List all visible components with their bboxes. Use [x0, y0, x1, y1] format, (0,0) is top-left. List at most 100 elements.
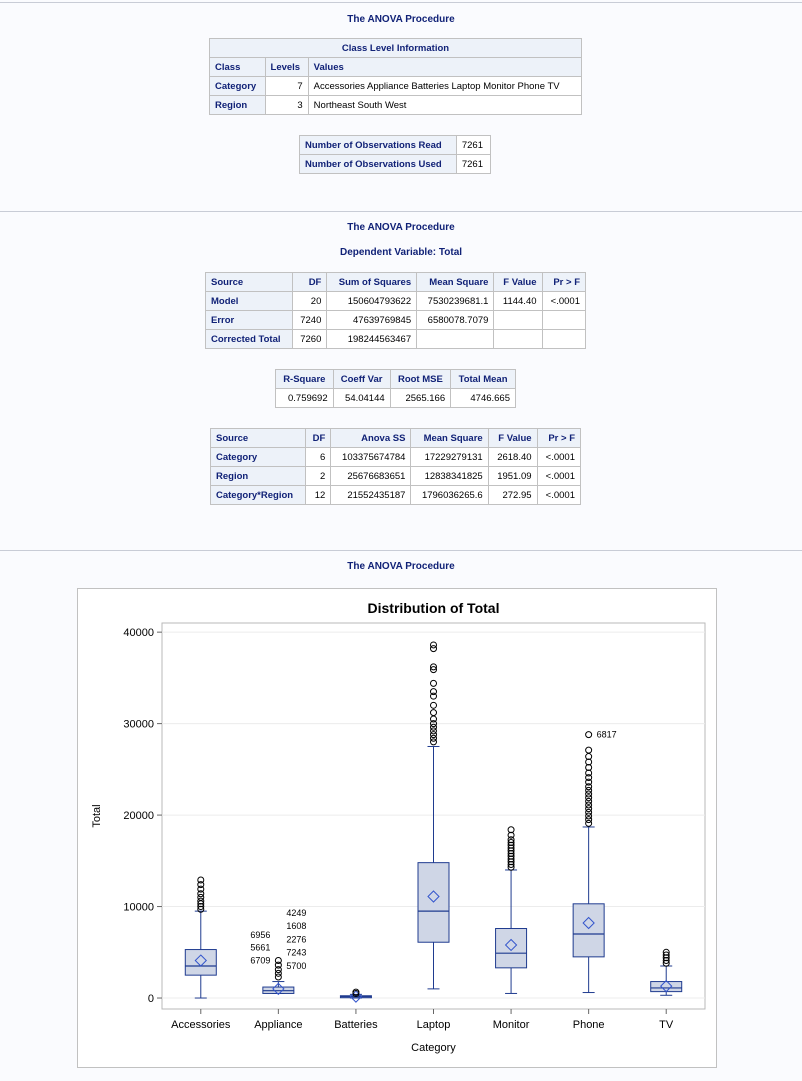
column-header: Source [210, 428, 306, 448]
table-cell: 2618.40 [487, 447, 538, 467]
outlier-point [430, 709, 437, 717]
outlier-point [430, 731, 437, 739]
row-header: Error [205, 310, 293, 330]
outlier-point [662, 948, 670, 956]
outlier-point [197, 905, 205, 913]
outlier-point [585, 790, 593, 798]
outlier-point [430, 701, 437, 709]
table-cell: 1796036265.6 [410, 485, 489, 505]
row-header: Region [209, 95, 266, 115]
table-cell: 20 [291, 291, 328, 311]
table-cell: <.0001 [536, 466, 582, 486]
y-tick-label: 0 [148, 993, 154, 1005]
column-header: DF [304, 428, 332, 448]
outlier-point [585, 783, 593, 791]
section-divider [0, 2, 802, 3]
table-cell: 7261 [455, 154, 492, 174]
x-axis-label: Category [411, 1042, 456, 1054]
outlier-point [430, 641, 437, 649]
table-caption: Class Level Information [209, 38, 582, 58]
outlier-point [585, 786, 593, 794]
outlier-point [507, 855, 515, 863]
column-header: Pr > F [536, 428, 582, 448]
table-row: Number of Observations Read 7261 [299, 135, 492, 155]
box-iqr [650, 981, 683, 993]
table-row: 0.759692 54.04144 2565.166 4746.665 [275, 388, 516, 408]
table-cell: 103375674784 [330, 447, 412, 467]
y-tick-label: 40000 [123, 627, 154, 639]
table-cell: 21552435187 [330, 485, 412, 505]
row-header: Number of Observations Read [299, 135, 457, 155]
outlier-point [507, 831, 515, 839]
table-cell: 1951.09 [487, 466, 538, 486]
x-tick-label: Appliance [254, 1019, 302, 1031]
outlier-point [197, 890, 205, 898]
outlier-point [197, 876, 205, 884]
outlier-point [430, 723, 437, 731]
procedure-title: The ANOVA Procedure [347, 561, 455, 572]
outlier-point [585, 797, 593, 805]
table-cell: 150604793622 [326, 291, 418, 311]
box-iqr [495, 928, 528, 969]
section-divider [0, 550, 802, 551]
outlier-point [507, 836, 515, 844]
outlier-label: 5700 [286, 961, 306, 971]
outlier-point [585, 794, 593, 802]
outlier-point [585, 805, 593, 813]
table-row: Number of Observations Used 7261 [299, 154, 492, 174]
outlier-point [274, 969, 282, 977]
table-cell: 4746.665 [450, 388, 516, 408]
outlier-point [197, 897, 205, 905]
procedure-title: The ANOVA Procedure [347, 14, 455, 25]
table-cell [541, 329, 587, 349]
column-header: F Value [487, 428, 538, 448]
table-cell: 3 [264, 95, 309, 115]
outlier-label: 5661 [250, 943, 270, 953]
table-cell: 6 [304, 447, 332, 467]
table-cell [416, 329, 495, 349]
outlier-point [585, 816, 593, 824]
procedure-title: The ANOVA Procedure [347, 222, 455, 233]
table-cell: 25676683651 [330, 466, 412, 486]
outlier-point [507, 844, 515, 852]
column-header: Mean Square [410, 428, 489, 448]
outlier-point [430, 720, 437, 728]
outlier-point [585, 774, 593, 782]
table-cell: 198244563467 [326, 329, 418, 349]
outlier-point [274, 957, 282, 965]
row-header: Category [209, 76, 266, 96]
table-cell: 2 [304, 466, 332, 486]
table-cell: 47639769845 [326, 310, 418, 330]
outlier-label: 7243 [286, 947, 306, 957]
table-cell: 7261 [455, 135, 492, 155]
column-header: Source [205, 272, 293, 292]
outlier-point [507, 852, 515, 860]
boxplot-frame: Distribution of Total 0 10000 20000 30000 400… [77, 588, 717, 1068]
outlier-point [507, 839, 515, 847]
outlier-point [662, 951, 670, 959]
outlier-point [507, 860, 515, 868]
table-cell: Accessories Appliance Batteries Laptop M… [307, 76, 583, 96]
outlier-point [585, 808, 593, 816]
outlier-point [430, 734, 437, 742]
outlier-point [585, 812, 593, 820]
table-cell: <.0001 [536, 447, 582, 467]
outlier-point [430, 727, 437, 735]
y-tick-label: 30000 [123, 719, 154, 731]
fit-statistics-table: R-Square Coeff Var Root MSE Total Mean 0… [275, 369, 516, 408]
section-divider [0, 211, 802, 212]
outlier-point [430, 738, 437, 746]
y-tick-label: 10000 [123, 902, 154, 914]
class-level-table: Class Level Information Class Levels Val… [209, 38, 583, 115]
outlier-point [430, 692, 437, 700]
outlier-point [274, 961, 282, 969]
outlier-label: 2276 [286, 934, 306, 944]
anova-table: Source DF Sum of Squares Mean Square F V… [205, 272, 587, 349]
outlier-point [662, 959, 670, 967]
outlier-point [507, 841, 515, 849]
table-row: Corrected Total 7260 198244563467 [205, 329, 587, 349]
table-cell: 12838341825 [410, 466, 489, 486]
outlier-label: 6817 [597, 730, 617, 740]
outlier-point [430, 666, 437, 674]
outlier-label: 4249 [286, 908, 306, 918]
